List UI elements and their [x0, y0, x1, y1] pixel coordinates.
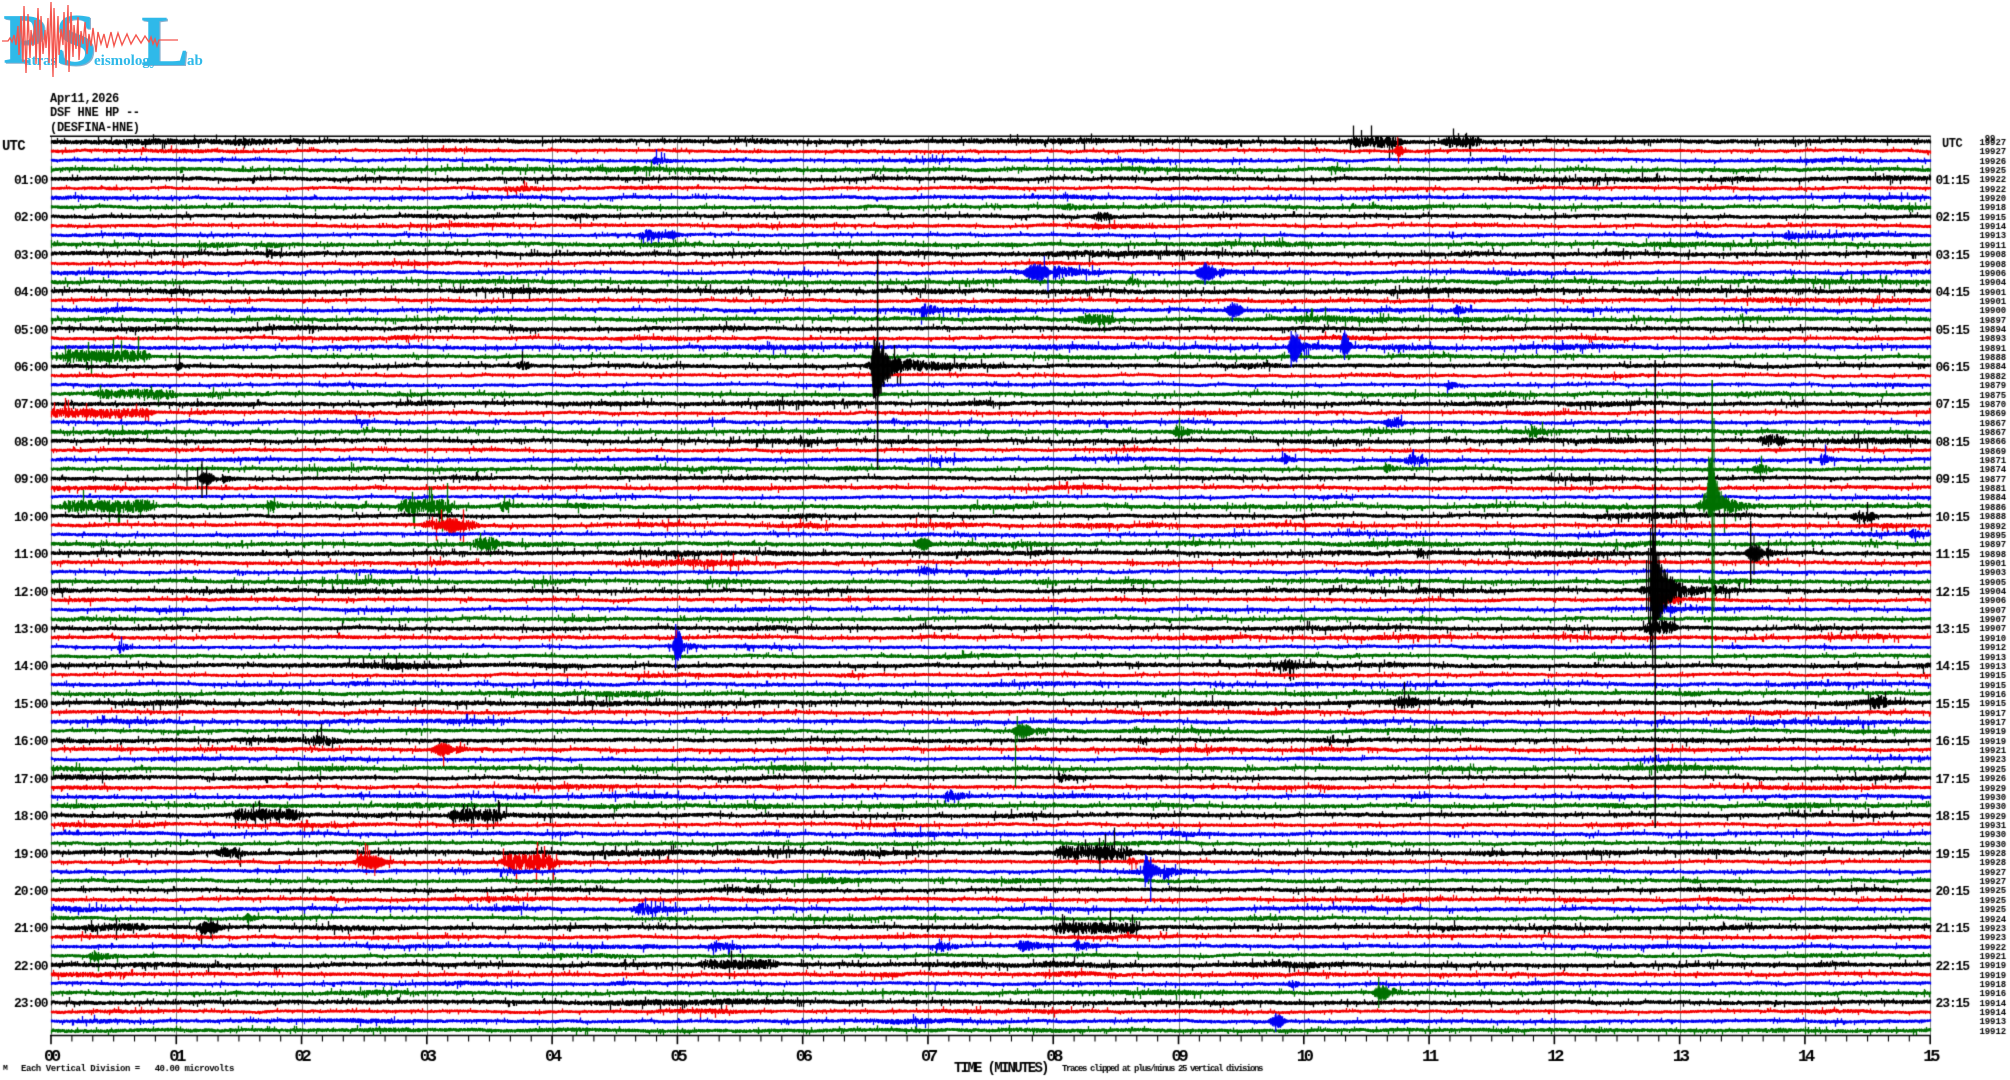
svg-text:eismology: eismology: [94, 53, 158, 69]
svg-text:L: L: [142, 2, 190, 82]
svg-text:ab: ab: [187, 53, 203, 69]
